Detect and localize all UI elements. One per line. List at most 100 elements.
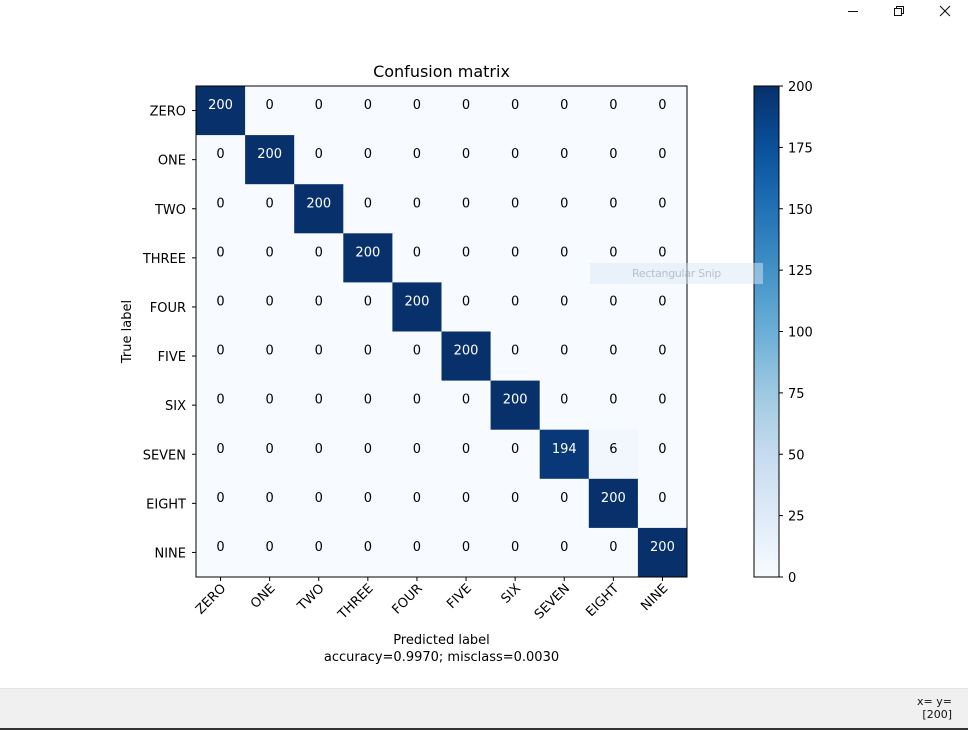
heatmap-cell[interactable] (294, 380, 344, 431)
heatmap-cell[interactable] (392, 478, 442, 529)
heatmap-cell[interactable] (539, 282, 590, 332)
heatmap-cell[interactable] (441, 86, 492, 136)
heatmap-cell[interactable] (294, 135, 344, 185)
heatmap-cell[interactable] (294, 478, 344, 529)
heatmap-cell[interactable] (392, 184, 442, 234)
heatmap-cell[interactable] (490, 331, 541, 382)
heatmap-cell[interactable] (588, 478, 639, 529)
heatmap-cell[interactable] (588, 527, 639, 578)
heatmap-cell[interactable] (588, 282, 639, 332)
heatmap-cell[interactable] (490, 184, 541, 234)
heatmap-cell[interactable] (294, 429, 344, 480)
heatmap-cell[interactable] (637, 86, 688, 136)
heatmap-cell[interactable] (588, 135, 639, 185)
heatmap-cell[interactable] (637, 282, 688, 332)
heatmap-cell[interactable] (294, 233, 344, 283)
heatmap-cell[interactable] (245, 429, 295, 480)
heatmap-cell[interactable] (294, 184, 344, 234)
heatmap-cell[interactable] (539, 478, 590, 529)
heatmap-cell[interactable] (490, 86, 541, 136)
heatmap-cell[interactable] (637, 184, 688, 234)
heatmap-cell[interactable] (245, 331, 295, 382)
heatmap-cell[interactable] (441, 429, 492, 480)
heatmap-cell[interactable] (245, 527, 295, 578)
heatmap-cell[interactable] (539, 429, 590, 480)
heatmap-cell[interactable] (490, 478, 541, 529)
heatmap-cell[interactable] (343, 478, 393, 529)
heatmap-cell[interactable] (441, 380, 492, 431)
heatmap-cell[interactable] (441, 478, 492, 529)
heatmap-cell[interactable] (196, 380, 246, 431)
heatmap-cell[interactable] (294, 282, 344, 332)
heatmap-cell[interactable] (294, 86, 344, 136)
heatmap-cell[interactable] (441, 331, 492, 382)
heatmap-cell[interactable] (539, 135, 590, 185)
heatmap-cell[interactable] (637, 135, 688, 185)
heatmap-cell[interactable] (392, 233, 442, 283)
heatmap-cell[interactable] (245, 184, 295, 234)
heatmap-cell[interactable] (637, 331, 688, 382)
heatmap-cell[interactable] (539, 233, 590, 283)
heatmap-cell[interactable] (343, 135, 393, 185)
heatmap-cell[interactable] (343, 331, 393, 382)
heatmap-cell[interactable] (245, 233, 295, 283)
heatmap-cell[interactable] (441, 135, 492, 185)
heatmap-cell[interactable] (637, 527, 688, 578)
heatmap-cell[interactable] (539, 380, 590, 431)
heatmap-cell[interactable] (343, 282, 393, 332)
heatmap-cell[interactable] (196, 478, 246, 529)
heatmap-cell[interactable] (490, 282, 541, 332)
heatmap-cell[interactable] (588, 380, 639, 431)
heatmap-cell[interactable] (196, 527, 246, 578)
heatmap-cell[interactable] (245, 282, 295, 332)
heatmap-cell[interactable] (490, 135, 541, 185)
heatmap-cell[interactable] (637, 380, 688, 431)
heatmap-cell[interactable] (490, 233, 541, 283)
heatmap-cell[interactable] (441, 527, 492, 578)
heatmap-cell[interactable] (539, 331, 590, 382)
heatmap-cell[interactable] (245, 86, 295, 136)
heatmap-cell[interactable] (490, 527, 541, 578)
heatmap-cell[interactable] (539, 86, 590, 136)
heatmap-cell[interactable] (196, 331, 246, 382)
heatmap-cell[interactable] (539, 527, 590, 578)
heatmap-cell[interactable] (343, 184, 393, 234)
heatmap-cell[interactable] (196, 429, 246, 480)
colorbar[interactable] (753, 85, 780, 578)
heatmap-cell[interactable] (294, 527, 344, 578)
heatmap-cell[interactable] (343, 86, 393, 136)
heatmap-cell[interactable] (343, 233, 393, 283)
heatmap-cell[interactable] (196, 184, 246, 234)
heatmap-cell[interactable] (490, 429, 541, 480)
heatmap-cell[interactable] (588, 429, 639, 480)
heatmap-cell[interactable] (490, 380, 541, 431)
heatmap-cell[interactable] (392, 429, 442, 480)
heatmap-cell[interactable] (441, 184, 492, 234)
confusion-matrix-figure[interactable]: Confusion matrix 200 0 0 0 0 0 0 0 0 0 0 200 0 0 0 0 0 0 0 0… (0, 0, 968, 688)
heatmap-cell[interactable] (196, 86, 246, 136)
heatmap-cell[interactable] (392, 135, 442, 185)
heatmap-cell[interactable] (343, 527, 393, 578)
heatmap-cell[interactable] (196, 282, 246, 332)
heatmap-cell[interactable] (245, 478, 295, 529)
heatmap-cell[interactable] (392, 86, 442, 136)
heatmap-cell[interactable] (245, 380, 295, 431)
heatmap-cell[interactable] (637, 478, 688, 529)
heatmap-cell[interactable] (588, 184, 639, 234)
heatmap-cell[interactable] (392, 331, 442, 382)
heatmap-cell[interactable] (343, 429, 393, 480)
heatmap-cell[interactable] (196, 233, 246, 283)
heatmap-cell[interactable] (441, 282, 492, 332)
heatmap-cell[interactable] (392, 380, 442, 431)
heatmap-cell[interactable] (343, 380, 393, 431)
heatmap-cell[interactable] (539, 184, 590, 234)
minimize-button[interactable] (830, 0, 876, 22)
heatmap-cell[interactable] (637, 429, 688, 480)
heatmap-cell[interactable] (294, 331, 344, 382)
close-button[interactable] (922, 0, 968, 22)
heatmap-cell[interactable] (196, 135, 246, 185)
heatmap-cell[interactable] (392, 282, 442, 332)
restore-button[interactable] (876, 0, 922, 22)
heatmap-cell[interactable] (588, 331, 639, 382)
heatmap-cell[interactable] (245, 135, 295, 185)
